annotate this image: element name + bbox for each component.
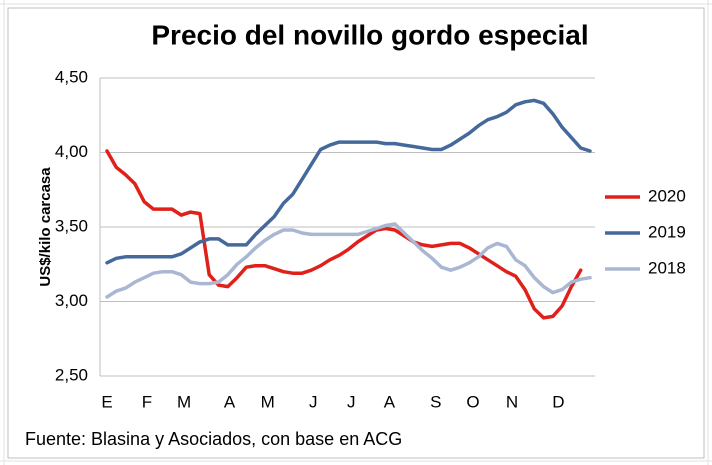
- x-tick-label: M: [177, 392, 191, 411]
- x-tick-label: A: [384, 392, 396, 411]
- legend-label: 2018: [648, 258, 686, 277]
- series-line: [105, 222, 592, 299]
- y-tick-label: 4,00: [55, 142, 88, 161]
- y-axis-label: US$/kilo carcasa: [37, 167, 54, 287]
- source-note: Fuente: Blasina y Asociados, con base en…: [25, 429, 402, 449]
- x-tick-label: O: [466, 392, 479, 411]
- y-tick-label: 3,50: [55, 216, 88, 235]
- x-tick-label: S: [430, 392, 441, 411]
- x-tick-label: J: [347, 392, 356, 411]
- x-tick-label: M: [261, 392, 275, 411]
- chart-title: Precio del novillo gordo especial: [151, 19, 588, 50]
- x-tick-label: A: [224, 392, 236, 411]
- y-tick-label: 2,50: [55, 365, 88, 384]
- x-tick-label: E: [101, 392, 112, 411]
- legend-label: 2019: [648, 222, 686, 241]
- series-line: [105, 149, 583, 320]
- x-tick-label: N: [506, 392, 518, 411]
- legend-label: 2020: [648, 186, 686, 205]
- x-tick-label: F: [142, 392, 152, 411]
- y-tick-label: 3,00: [55, 291, 88, 310]
- x-tick-label: J: [309, 392, 318, 411]
- x-tick-label: D: [552, 392, 564, 411]
- y-tick-label: 4,50: [55, 67, 88, 86]
- series-line: [105, 98, 592, 265]
